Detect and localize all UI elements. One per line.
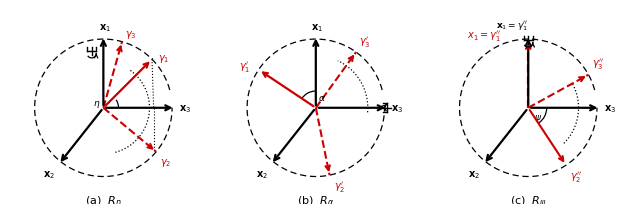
Text: $\gamma_2''$: $\gamma_2''$ xyxy=(570,170,582,184)
Text: $\gamma_2'$: $\gamma_2'$ xyxy=(334,180,345,194)
Text: (c)  $R_\psi$: (c) $R_\psi$ xyxy=(510,193,547,204)
Text: $\gamma_3$: $\gamma_3$ xyxy=(125,29,137,41)
Text: $\gamma_3'$: $\gamma_3'$ xyxy=(360,35,371,49)
Text: $\alpha$: $\alpha$ xyxy=(318,94,326,103)
Text: $\psi$: $\psi$ xyxy=(534,113,542,124)
Text: $\mathbf{x}_2$: $\mathbf{x}_2$ xyxy=(44,168,55,180)
Text: $\mathbf{x}_3$: $\mathbf{x}_3$ xyxy=(604,102,616,114)
Text: $\mathbf{x}_2$: $\mathbf{x}_2$ xyxy=(256,168,268,180)
Text: $x_1 = \gamma_1''$: $x_1 = \gamma_1''$ xyxy=(467,29,501,44)
Text: $\eta$: $\eta$ xyxy=(93,99,100,110)
Text: $\gamma_1'$: $\gamma_1'$ xyxy=(239,60,250,74)
Text: $\mathbf{x}_1 = \gamma_1^{\prime\prime}$: $\mathbf{x}_1 = \gamma_1^{\prime\prime}$ xyxy=(497,20,529,33)
Text: (a)  $R_\eta$: (a) $R_\eta$ xyxy=(85,193,122,204)
Text: $\mathbf{x}_3$: $\mathbf{x}_3$ xyxy=(391,102,403,114)
Text: (b)  $R_\alpha$: (b) $R_\alpha$ xyxy=(297,193,335,204)
Text: $\gamma_1$: $\gamma_1$ xyxy=(158,52,169,64)
Text: $\gamma_3''$: $\gamma_3''$ xyxy=(592,57,604,72)
Text: $\mathbf{x}_1$: $\mathbf{x}_1$ xyxy=(312,22,323,34)
Text: $\mathbf{x}_1$: $\mathbf{x}_1$ xyxy=(99,22,111,34)
Text: $\mathbf{x}_2$: $\mathbf{x}_2$ xyxy=(468,168,480,180)
Text: $\mathbf{x}_3$: $\mathbf{x}_3$ xyxy=(179,102,191,114)
Text: $\gamma_2$: $\gamma_2$ xyxy=(161,156,172,168)
